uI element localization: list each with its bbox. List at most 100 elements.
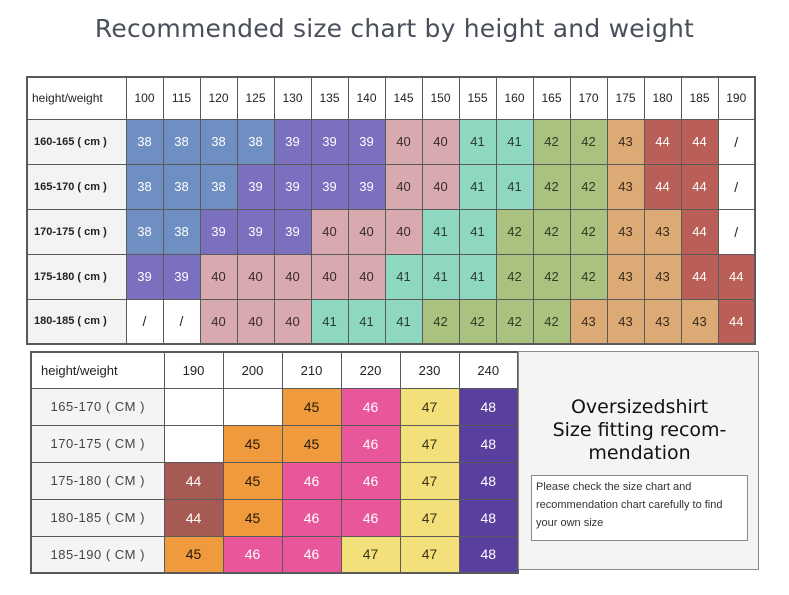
t2-size-cell: 44	[163, 461, 224, 500]
t2-height-label: 175-180 ( CM )	[30, 461, 165, 500]
t1-size-cell: 44	[717, 253, 756, 300]
t1-size-cell: 41	[458, 253, 497, 300]
t2-size-cell: 47	[399, 424, 460, 463]
t1-size-cell: 40	[273, 253, 312, 300]
t1-size-cell: 42	[569, 118, 608, 165]
panel-note: Please check the size chart and recommen…	[531, 475, 748, 541]
t1-size-cell: 41	[347, 298, 386, 345]
t1-weight-header: 185	[680, 76, 719, 120]
t1-size-cell: 39	[199, 208, 238, 255]
t1-size-cell: 43	[606, 118, 645, 165]
t1-size-cell: 39	[347, 163, 386, 210]
size-chart-table-large: height/weight 190 200 210 220 230 240 165-170 (…	[30, 351, 519, 574]
t1-size-cell: 41	[458, 163, 497, 210]
t1-table-row: 180-185 ( cm ) //40 40 40 41 41 41 42 42 42 42 43 43…	[26, 298, 756, 345]
t1-size-cell: 42	[532, 253, 571, 300]
t1-size-cell: 42	[495, 298, 534, 345]
t1-size-cell: 39	[125, 253, 164, 300]
t1-size-cell: 43	[606, 163, 645, 210]
t1-size-cell: 39	[162, 253, 201, 300]
t2-size-cell: 46	[281, 535, 342, 574]
t1-weight-header: 135	[310, 76, 349, 120]
t1-height-label: 165-170 ( cm )	[26, 163, 127, 210]
t1-size-cell: 40	[236, 298, 275, 345]
t2-size-cell: 45	[281, 424, 342, 463]
t1-table-row: 170-175 ( cm ) 38 38 39 39 39 40 40 40 41 41 42 42 42…	[26, 208, 756, 255]
t1-height-label: 160-165 ( cm )	[26, 118, 127, 165]
t1-size-cell: 38	[125, 208, 164, 255]
t1-size-cell: 43	[680, 298, 719, 345]
t1-size-cell: 43	[643, 253, 682, 300]
t2-size-cell: 48	[458, 387, 519, 426]
t2-size-cell: 46	[281, 461, 342, 500]
t1-size-cell: 40	[236, 253, 275, 300]
t2-size-cell: 46	[340, 461, 401, 500]
t1-weight-header: 125	[236, 76, 275, 120]
t1-weight-header: 165	[532, 76, 571, 120]
t1-size-cell: 42	[495, 253, 534, 300]
t1-size-cell: 38	[125, 163, 164, 210]
t1-size-cell: 40	[384, 163, 423, 210]
t2-size-cell: 45	[222, 461, 283, 500]
t1-size-cell: 39	[236, 208, 275, 255]
t1-size-cell: 42	[532, 163, 571, 210]
t2-size-cell: 47	[399, 461, 460, 500]
t2-height-label: 170-175 ( CM )	[30, 424, 165, 463]
panel-title-line-3: mendation	[588, 442, 691, 464]
t1-size-cell: 42	[458, 298, 497, 345]
t1-size-cell: 43	[643, 298, 682, 345]
t2-size-cell: 47	[340, 535, 401, 574]
t1-size-cell: 39	[310, 163, 349, 210]
t1-size-cell: 39	[236, 163, 275, 210]
t2-height-label: 165-170 ( CM )	[30, 387, 165, 426]
t1-table-row: 175-180 ( cm ) 39 39 40 40 40 40 40 41 41 41 42 42 42…	[26, 253, 756, 300]
t1-size-cell: 42	[569, 163, 608, 210]
t1-weight-header: 145	[384, 76, 423, 120]
t2-size-cell: 46	[340, 498, 401, 537]
t1-weight-header: 140	[347, 76, 386, 120]
t1-size-cell: 44	[680, 163, 719, 210]
t2-size-cell: 45	[222, 424, 283, 463]
t1-size-cell: 40	[347, 208, 386, 255]
t1-size-cell: 41	[495, 118, 534, 165]
t2-weight-header: 230	[399, 351, 460, 389]
t1-size-cell: 41	[495, 163, 534, 210]
t1-weight-header: 130	[273, 76, 312, 120]
t1-size-cell: 40	[310, 208, 349, 255]
t1-size-cell: 43	[569, 298, 608, 345]
t2-header-row: height/weight 190 200 210 220 230 240	[30, 351, 519, 389]
t2-size-cell: 45	[163, 535, 224, 574]
t1-size-cell: 41	[421, 208, 460, 255]
t1-size-cell: /	[717, 118, 756, 165]
t1-size-cell: 41	[458, 208, 497, 255]
t1-size-cell: 42	[532, 118, 571, 165]
t1-size-cell: 43	[606, 253, 645, 300]
t2-size-cell: 46	[340, 387, 401, 426]
t2-size-cell: 44	[163, 498, 224, 537]
t2-size-cell: 48	[458, 535, 519, 574]
t2-size-cell: 48	[458, 424, 519, 463]
t2-size-cell: 47	[399, 535, 460, 574]
t1-size-cell: 40	[384, 208, 423, 255]
t1-size-cell: 44	[680, 118, 719, 165]
t1-size-cell: 38	[199, 163, 238, 210]
size-chart-table-small: height/weight 100 115 120 125 130 135 140 145 150…	[26, 76, 756, 345]
t2-size-cell: 48	[458, 461, 519, 500]
t1-size-cell: 42	[532, 208, 571, 255]
page-title: Recommended size chart by height and wei…	[94, 14, 695, 43]
t1-size-cell: 42	[569, 253, 608, 300]
t1-size-cell: 39	[310, 118, 349, 165]
t1-size-cell: 41	[384, 253, 423, 300]
t1-size-cell: 43	[643, 208, 682, 255]
t1-size-cell: /	[125, 298, 164, 345]
t2-size-cell: 45	[222, 498, 283, 537]
t1-size-cell: 44	[680, 253, 719, 300]
t1-size-cell: 38	[162, 163, 201, 210]
t2-height-label: 185-190 ( CM )	[30, 535, 165, 574]
t1-size-cell: 41	[384, 298, 423, 345]
t2-size-cell: 46	[281, 498, 342, 537]
recommendation-panel: Oversizedshirt Size fitting recom- menda…	[518, 351, 759, 570]
t1-size-cell: 44	[643, 163, 682, 210]
t1-size-cell: 40	[199, 253, 238, 300]
t1-size-cell: /	[717, 208, 756, 255]
